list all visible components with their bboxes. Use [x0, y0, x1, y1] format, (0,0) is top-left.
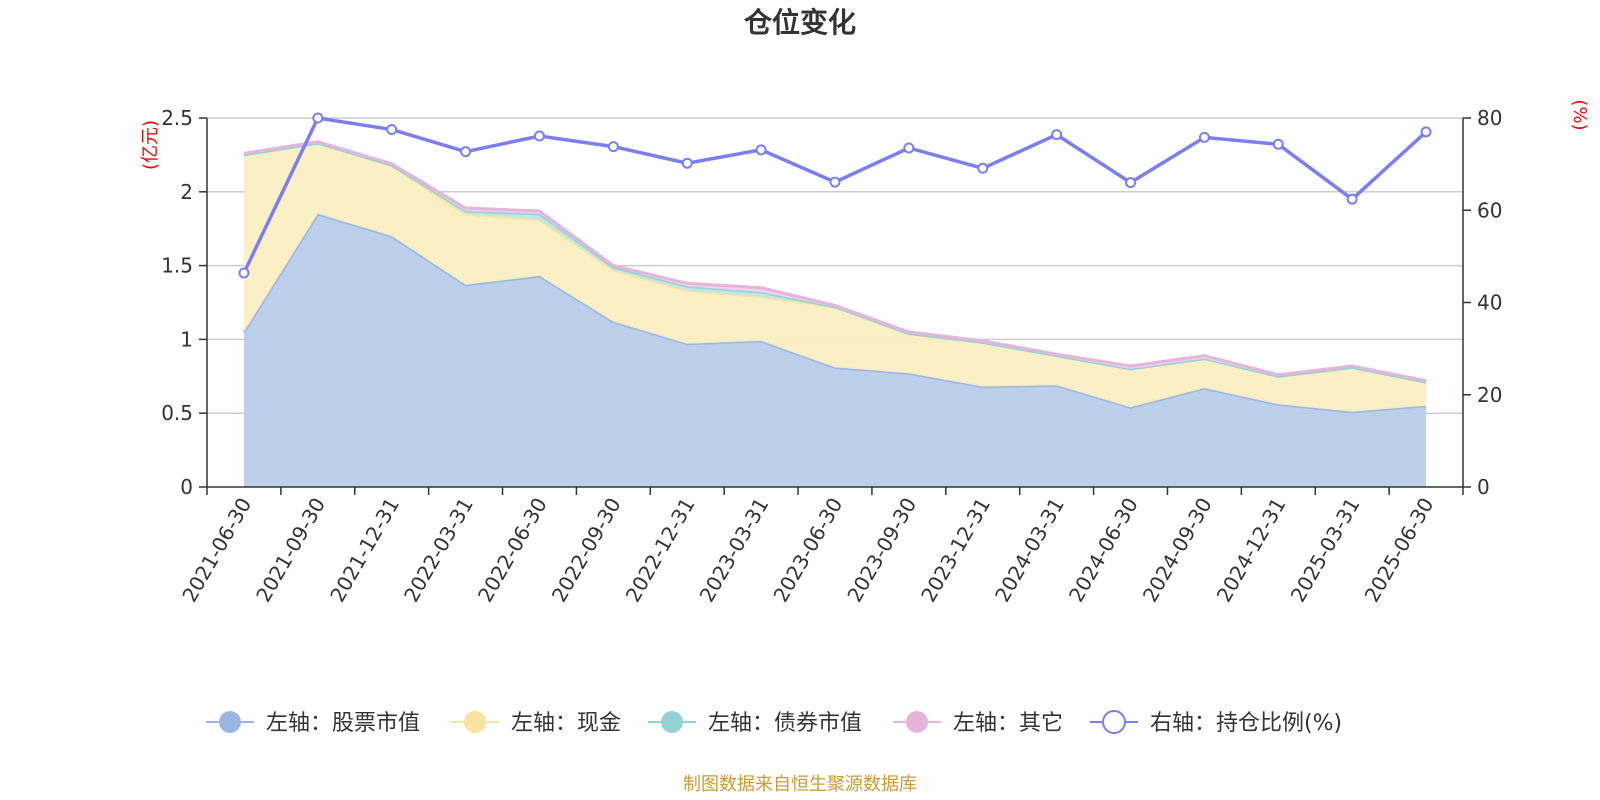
legend-label: 左轴：现金 [511, 711, 621, 736]
legend-circle-marker [1102, 710, 1126, 734]
chart-title: 仓位变化 [744, 6, 856, 39]
x-axis-tick-label: 2024-12-31 [1212, 494, 1291, 607]
position-ratio-point [755, 144, 767, 156]
position-ratio-point [312, 112, 324, 124]
position-ratio-point [1051, 129, 1063, 141]
position-ratio-point [1272, 138, 1284, 150]
position-ratio-point [1346, 193, 1358, 205]
stacked-areas [242, 140, 1427, 487]
right-axis-tick-label: 80 [1477, 106, 1502, 130]
legend-label: 右轴：持仓比例(%) [1150, 711, 1342, 736]
position-ratio-point [977, 162, 989, 174]
right-axis-tick-label: 20 [1477, 383, 1502, 407]
x-axis-tick-label: 2021-12-31 [325, 494, 404, 607]
x-axis-tick-label: 2022-12-31 [621, 494, 700, 607]
position-ratio-point [607, 141, 619, 153]
right-axis-tick-label: 60 [1477, 198, 1502, 222]
right-axis-unit: (%) [1569, 99, 1590, 130]
left-axis-tick-label: 0.5 [161, 401, 193, 425]
x-axis-tick-label: 2023-06-30 [768, 494, 847, 607]
legend-item[interactable]: 左轴：股票市值 [206, 711, 420, 736]
legend-item[interactable]: 左轴：其它 [893, 711, 1063, 736]
position-ratio-point [238, 267, 250, 279]
x-axis-tick-label: 2021-09-30 [251, 494, 330, 607]
x-axis-tick-label: 2025-03-31 [1286, 494, 1365, 607]
x-axis-tick-label: 2023-12-31 [916, 494, 995, 607]
data-source-note: 制图数据来自恒生聚源数据库 [683, 774, 917, 795]
left-axis-tick-label: 0 [180, 475, 193, 499]
x-axis-tick-label: 2021-06-30 [177, 494, 256, 607]
right-axis-tick-label: 40 [1477, 291, 1502, 315]
legend-label: 左轴：股票市值 [266, 711, 420, 736]
position-ratio-point [681, 157, 693, 169]
left-axis-tick-label: 2.5 [161, 106, 193, 130]
x-axis-tick-label: 2022-09-30 [547, 494, 626, 607]
left-axis-unit: (亿元) [140, 120, 161, 170]
other-area-edge [243, 140, 1427, 383]
position-ratio-point [1420, 126, 1432, 138]
legend-item[interactable]: 左轴：债券市值 [648, 711, 862, 736]
position-ratio-point [533, 130, 545, 142]
cash-area [243, 143, 1427, 412]
left-axis-tick-label: 1.5 [161, 254, 193, 278]
x-axis-tick-label: 2024-03-31 [990, 494, 1069, 607]
legend: 左轴：股票市值 左轴：现金 左轴：债券市值 左轴：其它 右轴：持仓比例(%) [206, 710, 1342, 736]
position-ratio-point [829, 176, 841, 188]
right-axis-tick-label: 0 [1477, 475, 1490, 499]
x-axis-tick-label: 2022-06-30 [473, 494, 552, 607]
legend-label: 左轴：债券市值 [708, 711, 862, 736]
stock-value-area [243, 213, 1427, 487]
legend-circle-marker [219, 711, 241, 733]
legend-circle-marker [464, 711, 486, 733]
x-axis-tick-label: 2022-03-31 [399, 494, 478, 607]
x-axis-tick-label: 2023-09-30 [842, 494, 921, 607]
legend-circle-marker [906, 711, 928, 733]
left-axis-tick-label: 2 [180, 180, 193, 204]
x-axis-tick-label: 2023-03-31 [695, 494, 774, 607]
legend-label: 左轴：其它 [953, 711, 1063, 736]
x-axis-tick-label: 2024-09-30 [1138, 494, 1217, 607]
position-ratio-point [460, 146, 472, 158]
x-axis-tick-label: 2024-06-30 [1064, 494, 1143, 607]
position-ratio-point [1125, 177, 1137, 189]
position-ratio-point [1198, 131, 1210, 143]
legend-item[interactable]: 左轴：现金 [451, 711, 621, 736]
legend-circle-marker [661, 711, 683, 733]
position-ratio-point [386, 124, 398, 136]
x-axis-tick-label: 2025-06-30 [1360, 494, 1439, 607]
position-ratio-point [903, 142, 915, 154]
legend-item[interactable]: 右轴：持仓比例(%) [1090, 710, 1342, 736]
position-ratio-line-layer [238, 112, 1432, 279]
left-axis-tick-label: 1 [180, 327, 193, 351]
